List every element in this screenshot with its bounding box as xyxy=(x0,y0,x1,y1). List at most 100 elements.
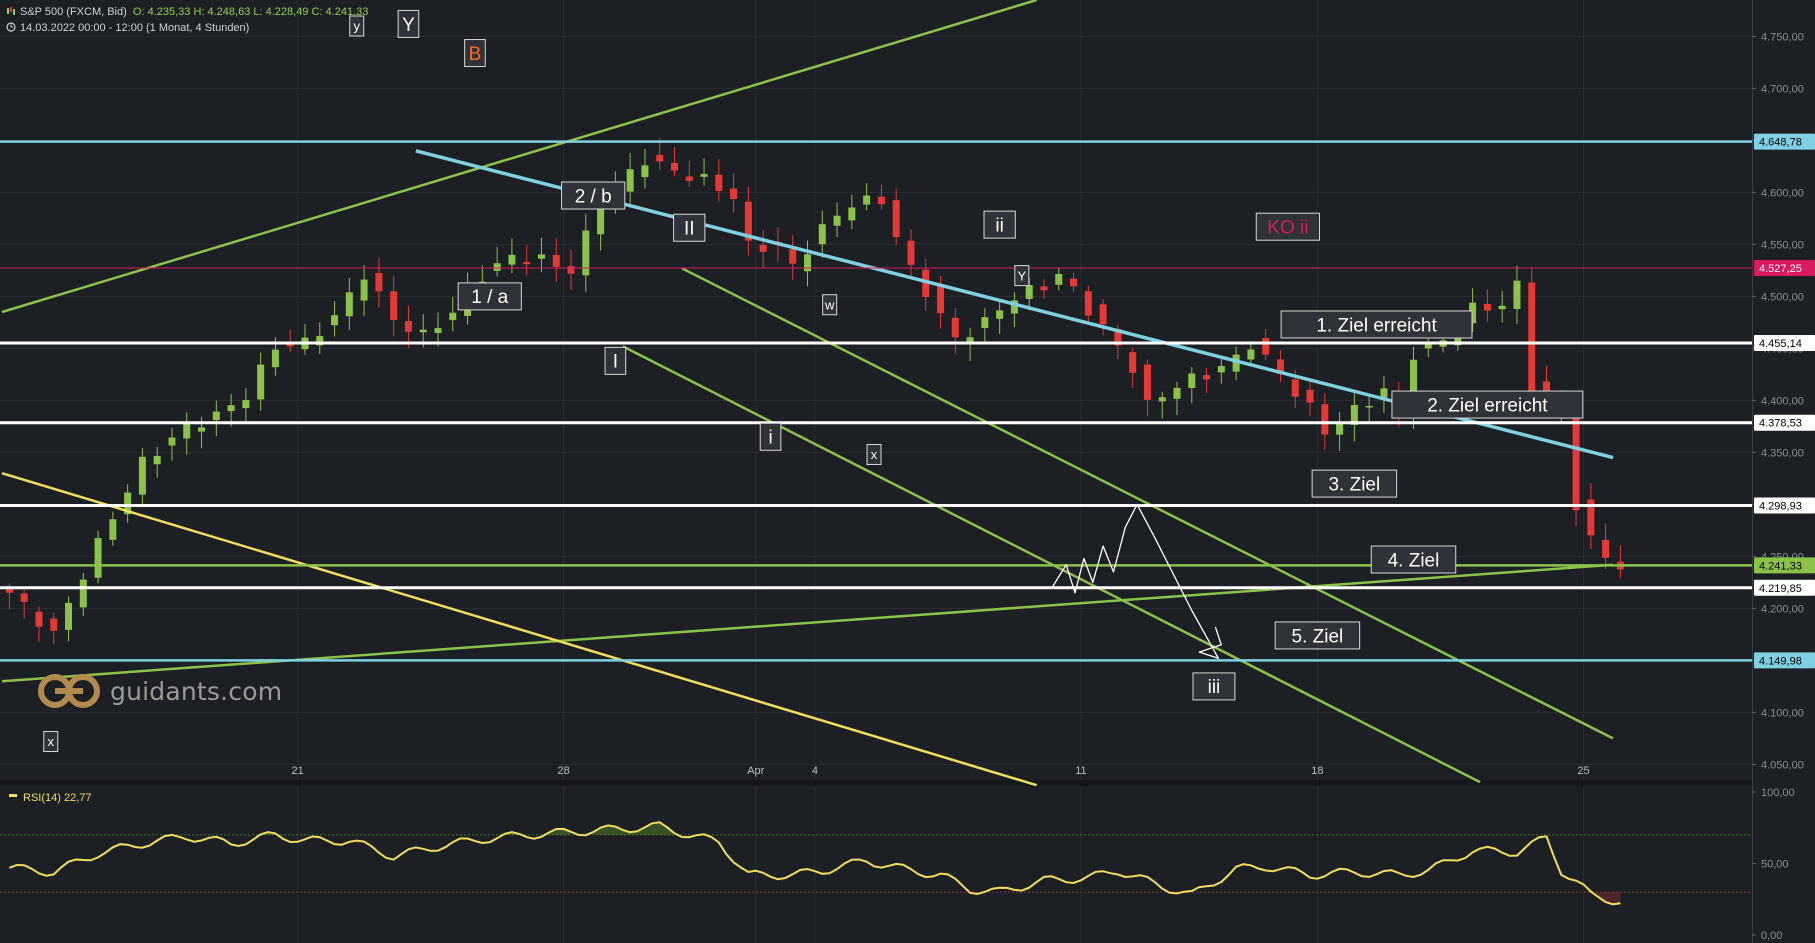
candle xyxy=(966,337,974,345)
guidants-logo-icon xyxy=(38,674,100,708)
candle xyxy=(1513,280,1521,309)
candlestick-icon xyxy=(7,7,15,15)
wave-label-box[interactable] xyxy=(43,731,59,753)
candle xyxy=(109,519,117,540)
candle xyxy=(1380,388,1388,398)
candle xyxy=(1203,375,1211,380)
chart-header: S&P 500 (FXCM, Bid) O: 4.235,33 H: 4.248… xyxy=(6,5,368,19)
wave-label-box[interactable] xyxy=(822,294,838,316)
candle xyxy=(138,456,146,495)
wave-label-box[interactable] xyxy=(1255,212,1320,241)
candle xyxy=(375,273,383,292)
trendline[interactable] xyxy=(1,0,1037,314)
wave-label: y xyxy=(353,19,360,34)
candle xyxy=(1188,373,1196,388)
wave-label: 1. Ziel erreicht xyxy=(1316,315,1437,336)
candle xyxy=(922,269,930,298)
candle xyxy=(597,207,605,235)
candle xyxy=(50,618,58,631)
wave-label-box[interactable] xyxy=(759,422,782,451)
price-tag xyxy=(1754,557,1815,574)
wave-label-box[interactable] xyxy=(673,213,706,242)
wave-label-box[interactable] xyxy=(1192,672,1236,701)
candle xyxy=(1025,284,1033,299)
wave-label-box[interactable] xyxy=(1391,390,1584,419)
candle xyxy=(1129,352,1137,373)
x-tick-label: 4 xyxy=(812,765,818,777)
x-tick-label: 25 xyxy=(1577,765,1589,777)
trendline[interactable] xyxy=(1,563,1614,683)
time-range: 14.03.2022 00:00 - 12:00 (1 Monat, 4 Stu… xyxy=(20,22,250,34)
y-tick-label: 4.050,00 xyxy=(1761,759,1804,771)
price-tag-label: 4.298,93 xyxy=(1759,501,1802,513)
panel-separator xyxy=(0,780,1815,786)
candle xyxy=(390,291,398,320)
rsi-line[interactable] xyxy=(9,821,1621,906)
wave-label: w xyxy=(824,297,835,312)
logo-text: guidants.com xyxy=(110,676,283,706)
price-panel[interactable]: 21 28 Apr 4 11 18 25 y Y B 2 / b II ii Y KO ii 1 / a w Ii… xyxy=(0,0,1815,787)
y-tick-label: 4.500,00 xyxy=(1761,291,1804,303)
candle xyxy=(242,400,250,409)
rsi-legend-swatch xyxy=(9,794,17,797)
candle xyxy=(1424,341,1432,349)
wave-label-box[interactable] xyxy=(604,346,627,375)
candle xyxy=(183,422,191,439)
wave-label-box[interactable] xyxy=(1274,621,1361,650)
candle xyxy=(404,321,412,332)
wave-label-box[interactable] xyxy=(561,181,626,210)
wave-label-box[interactable] xyxy=(349,15,365,37)
candle xyxy=(35,611,43,627)
candle xyxy=(434,328,442,333)
y-tick-label: 4.600,00 xyxy=(1761,187,1804,199)
wave-label: 2. Ziel erreicht xyxy=(1427,395,1548,416)
wave-label-box[interactable] xyxy=(1280,310,1473,339)
candle xyxy=(1306,389,1314,403)
wave-label-box[interactable] xyxy=(1370,545,1457,574)
wave-label-box[interactable] xyxy=(1311,469,1398,498)
wave-label-box[interactable] xyxy=(866,443,882,465)
rsi-panel[interactable]: RSI(14) 22,77 xyxy=(0,786,1752,943)
price-axis: 4.050,004.100,004.150,004.200,004.250,00… xyxy=(1752,0,1815,943)
candle xyxy=(1365,405,1373,408)
candle xyxy=(198,427,206,432)
price-tag-label: 4.219,85 xyxy=(1759,583,1802,595)
price-tag xyxy=(1754,652,1815,669)
candle xyxy=(227,405,235,412)
candle xyxy=(1217,365,1225,373)
candle xyxy=(419,329,427,333)
candle xyxy=(271,349,279,368)
wave-label-box[interactable] xyxy=(983,210,1016,239)
guidants-logo: guidants.com xyxy=(36,672,282,710)
wave-label: 3. Ziel xyxy=(1328,474,1380,495)
candle xyxy=(449,312,457,321)
candle xyxy=(730,188,738,199)
candle xyxy=(1409,359,1417,418)
candle xyxy=(94,538,102,578)
wave-label-box[interactable] xyxy=(1014,265,1030,287)
candle xyxy=(20,593,28,603)
candle xyxy=(744,201,752,241)
candle xyxy=(892,200,900,237)
candle xyxy=(1262,338,1270,355)
wave-label-box[interactable] xyxy=(397,9,420,38)
candle xyxy=(257,364,265,400)
candle xyxy=(65,602,73,630)
wave-label-box[interactable] xyxy=(464,39,486,68)
candle xyxy=(523,261,531,265)
rsi-tick-label: 100,00 xyxy=(1761,787,1795,799)
wave-label: KO ii xyxy=(1267,218,1308,239)
wave-label: 2 / b xyxy=(575,186,612,207)
candle xyxy=(567,266,575,274)
trendline[interactable] xyxy=(1,472,1037,787)
wave-label-box[interactable] xyxy=(457,282,522,311)
candle xyxy=(582,230,590,276)
price-tag xyxy=(1754,335,1815,352)
candle xyxy=(907,240,915,265)
candle xyxy=(818,224,826,245)
candle xyxy=(1084,291,1092,316)
candle xyxy=(124,492,132,515)
candle xyxy=(1158,397,1166,402)
y-tick-label: 4.100,00 xyxy=(1761,707,1804,719)
